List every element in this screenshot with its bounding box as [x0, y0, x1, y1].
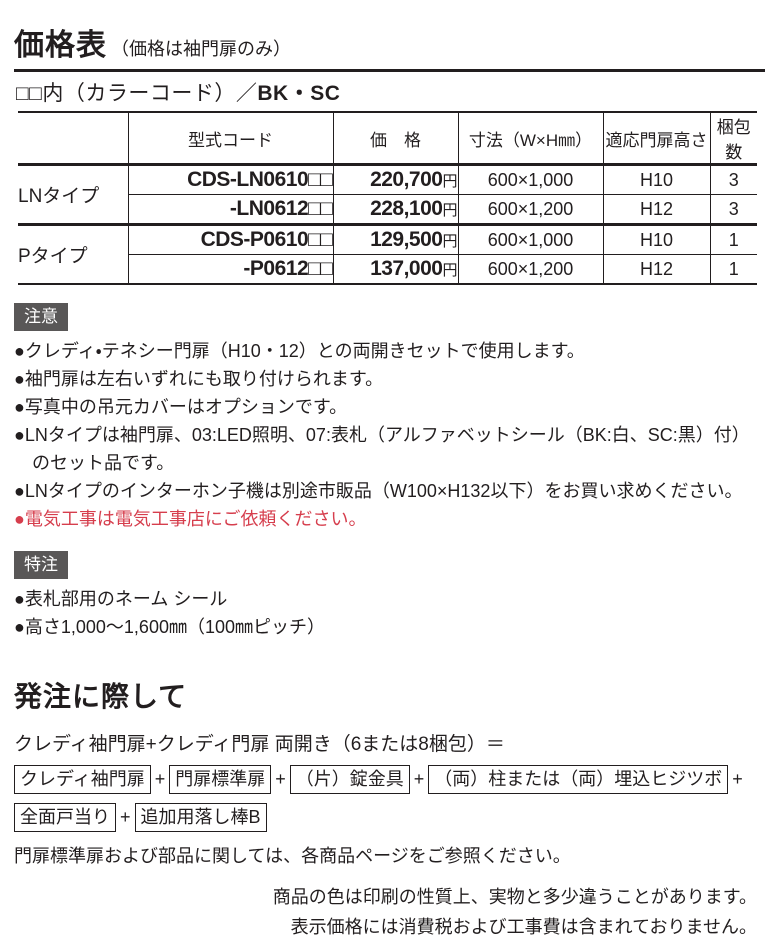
cell-code: CDS-LN0610□□ [127, 164, 333, 195]
page-title: 価格表 [14, 29, 107, 62]
special-order-list: ●表札部用のネーム シール ●高さ1,000～1,600㎜（100㎜ピッチ） [14, 585, 765, 641]
price-unit: 円 [442, 202, 458, 219]
cell-packages: 1 [709, 254, 757, 284]
cell-size: 600×1,000 [457, 223, 603, 255]
notice-label: 注意 [14, 303, 68, 331]
header-door-height: 適応門扉高さ [602, 112, 710, 165]
price-table-header-row: 型式コード 価 格 寸法（W×H㎜） 適応門扉高さ 梱包数 [18, 112, 757, 165]
cell-door-height: H10 [602, 164, 710, 195]
page-title-row: 価格表 （価格は袖門扉のみ） [14, 20, 765, 72]
color-code-values: BK・SC [257, 82, 341, 105]
cell-packages: 3 [709, 164, 757, 195]
color-code-line: □□内（カラーコード）／BK・SC [14, 72, 765, 111]
part-box: クレディ袖門扉 [14, 765, 151, 794]
plus-sign: + [154, 769, 166, 789]
cell-size: 600×1,200 [457, 194, 603, 225]
plus-sign: + [413, 769, 425, 789]
ordering-formula-line-1: クレディ袖門扉 + 門扉標準扉 + （片）錠金具 + （両）柱または（両）埋込ヒジツボ + [14, 765, 765, 794]
cell-code: -P0612□□ [127, 254, 333, 284]
part-box: 追加用落し棒B [134, 803, 267, 832]
part-box: 全面戸当り [14, 803, 116, 832]
cell-price: 129,500円 [332, 223, 458, 255]
header-blank [18, 112, 128, 165]
cell-packages: 1 [709, 223, 757, 255]
cell-door-height: H10 [602, 223, 710, 255]
cell-code: CDS-P0610□□ [127, 223, 333, 255]
page-title-note: （価格は袖門扉のみ） [111, 39, 291, 59]
part-box: （両）柱または（両）埋込ヒジツボ [428, 765, 729, 794]
price-table: 型式コード 価 格 寸法（W×H㎜） 適応門扉高さ 梱包数 LNタイプ CDS-… [18, 111, 757, 285]
price-number: 228,100 [370, 197, 443, 220]
disclaimer: 商品の色は印刷の性質上、実物と多少違うことがあります。 表示価格には消費税および… [14, 882, 765, 942]
cell-code: -LN0612□□ [127, 194, 333, 225]
ordering-note: 門扉標準扉および部品に関しては、各商品ページをご参照ください。 [14, 846, 571, 866]
cell-door-height: H12 [602, 254, 710, 284]
special-order-item: ●表札部用のネーム シール [14, 589, 228, 609]
header-size: 寸法（W×H㎜） [457, 112, 603, 165]
notice-item: ●LNタイプは袖門扉、03:LED照明、07:表札（アルファベットシール（BK:… [14, 425, 750, 473]
color-code-prefix: □□内（カラーコード）／ [16, 82, 258, 105]
header-packages: 梱包数 [709, 112, 757, 165]
price-number: 129,500 [370, 228, 443, 251]
table-row: -LN0612□□ 228,100円 600×1,200 H12 3 [18, 194, 757, 225]
plus-sign: + [275, 769, 286, 789]
cell-size: 600×1,200 [457, 254, 603, 284]
table-row: -P0612□□ 137,000円 600×1,200 H12 1 [18, 254, 757, 284]
price-unit: 円 [442, 233, 458, 250]
plus-sign: + [732, 769, 743, 789]
ordering-heading: 発注に際して [14, 681, 188, 712]
price-number: 220,700 [370, 168, 443, 191]
notice-warning-red: ●電気工事は電気工事店にご依頼ください。 [14, 509, 367, 529]
header-model-code: 型式コード [127, 112, 333, 165]
cell-price: 228,100円 [332, 194, 458, 225]
cell-size: 600×1,000 [457, 164, 603, 195]
special-order-item: ●高さ1,000～1,600㎜（100㎜ピッチ） [14, 617, 325, 637]
header-price: 価 格 [332, 112, 458, 165]
price-unit: 円 [442, 173, 458, 190]
ordering-formula-line-2: 全面戸当り + 追加用落し棒B [14, 803, 765, 832]
disclaimer-line: 表示価格には消費税および工事費は含まれておりません。 [290, 917, 757, 937]
catalog-price-page: 価格表 （価格は袖門扉のみ） □□内（カラーコード）／BK・SC 型式コード 価… [14, 20, 765, 937]
special-order-label: 特注 [14, 551, 68, 579]
price-number: 137,000 [370, 257, 443, 280]
table-row: Pタイプ CDS-P0610□□ 129,500円 600×1,000 H10 … [18, 223, 757, 284]
row-type-p: Pタイプ [18, 223, 128, 284]
cell-door-height: H12 [602, 194, 710, 225]
part-box: 門扉標準扉 [169, 765, 272, 794]
row-type-ln: LNタイプ [18, 186, 100, 207]
plus-sign: + [120, 807, 131, 827]
part-box: （片）錠金具 [289, 765, 410, 794]
cell-price: 220,700円 [332, 164, 458, 195]
notice-item: ●クレディ・テネシー門扉（H10・12）との両開きセットで使用します。 [14, 341, 585, 361]
notice-item: ●袖門扉は左右いずれにも取り付けられます。 [14, 369, 384, 389]
notice-item: ●写真中の吊元カバーはオプションです。 [14, 397, 348, 417]
cell-packages: 3 [709, 194, 757, 225]
cell-price: 137,000円 [332, 254, 458, 284]
ordering-formula-intro: クレディ袖門扉+クレディ門扉 両開き（6または8梱包）＝ [14, 734, 505, 755]
notice-item: ●LNタイプのインターホン子機は別途市販品（W100×H132以下）をお買い求め… [14, 481, 743, 501]
disclaimer-line: 商品の色は印刷の性質上、実物と多少違うことがあります。 [272, 887, 757, 907]
table-row: LNタイプ CDS-LN0610□□ 220,700円 600×1,000 H1… [18, 164, 757, 207]
notice-list: ●クレディ・テネシー門扉（H10・12）との両開きセットで使用します。 ●袖門扉… [14, 337, 765, 533]
price-unit: 円 [442, 262, 458, 279]
